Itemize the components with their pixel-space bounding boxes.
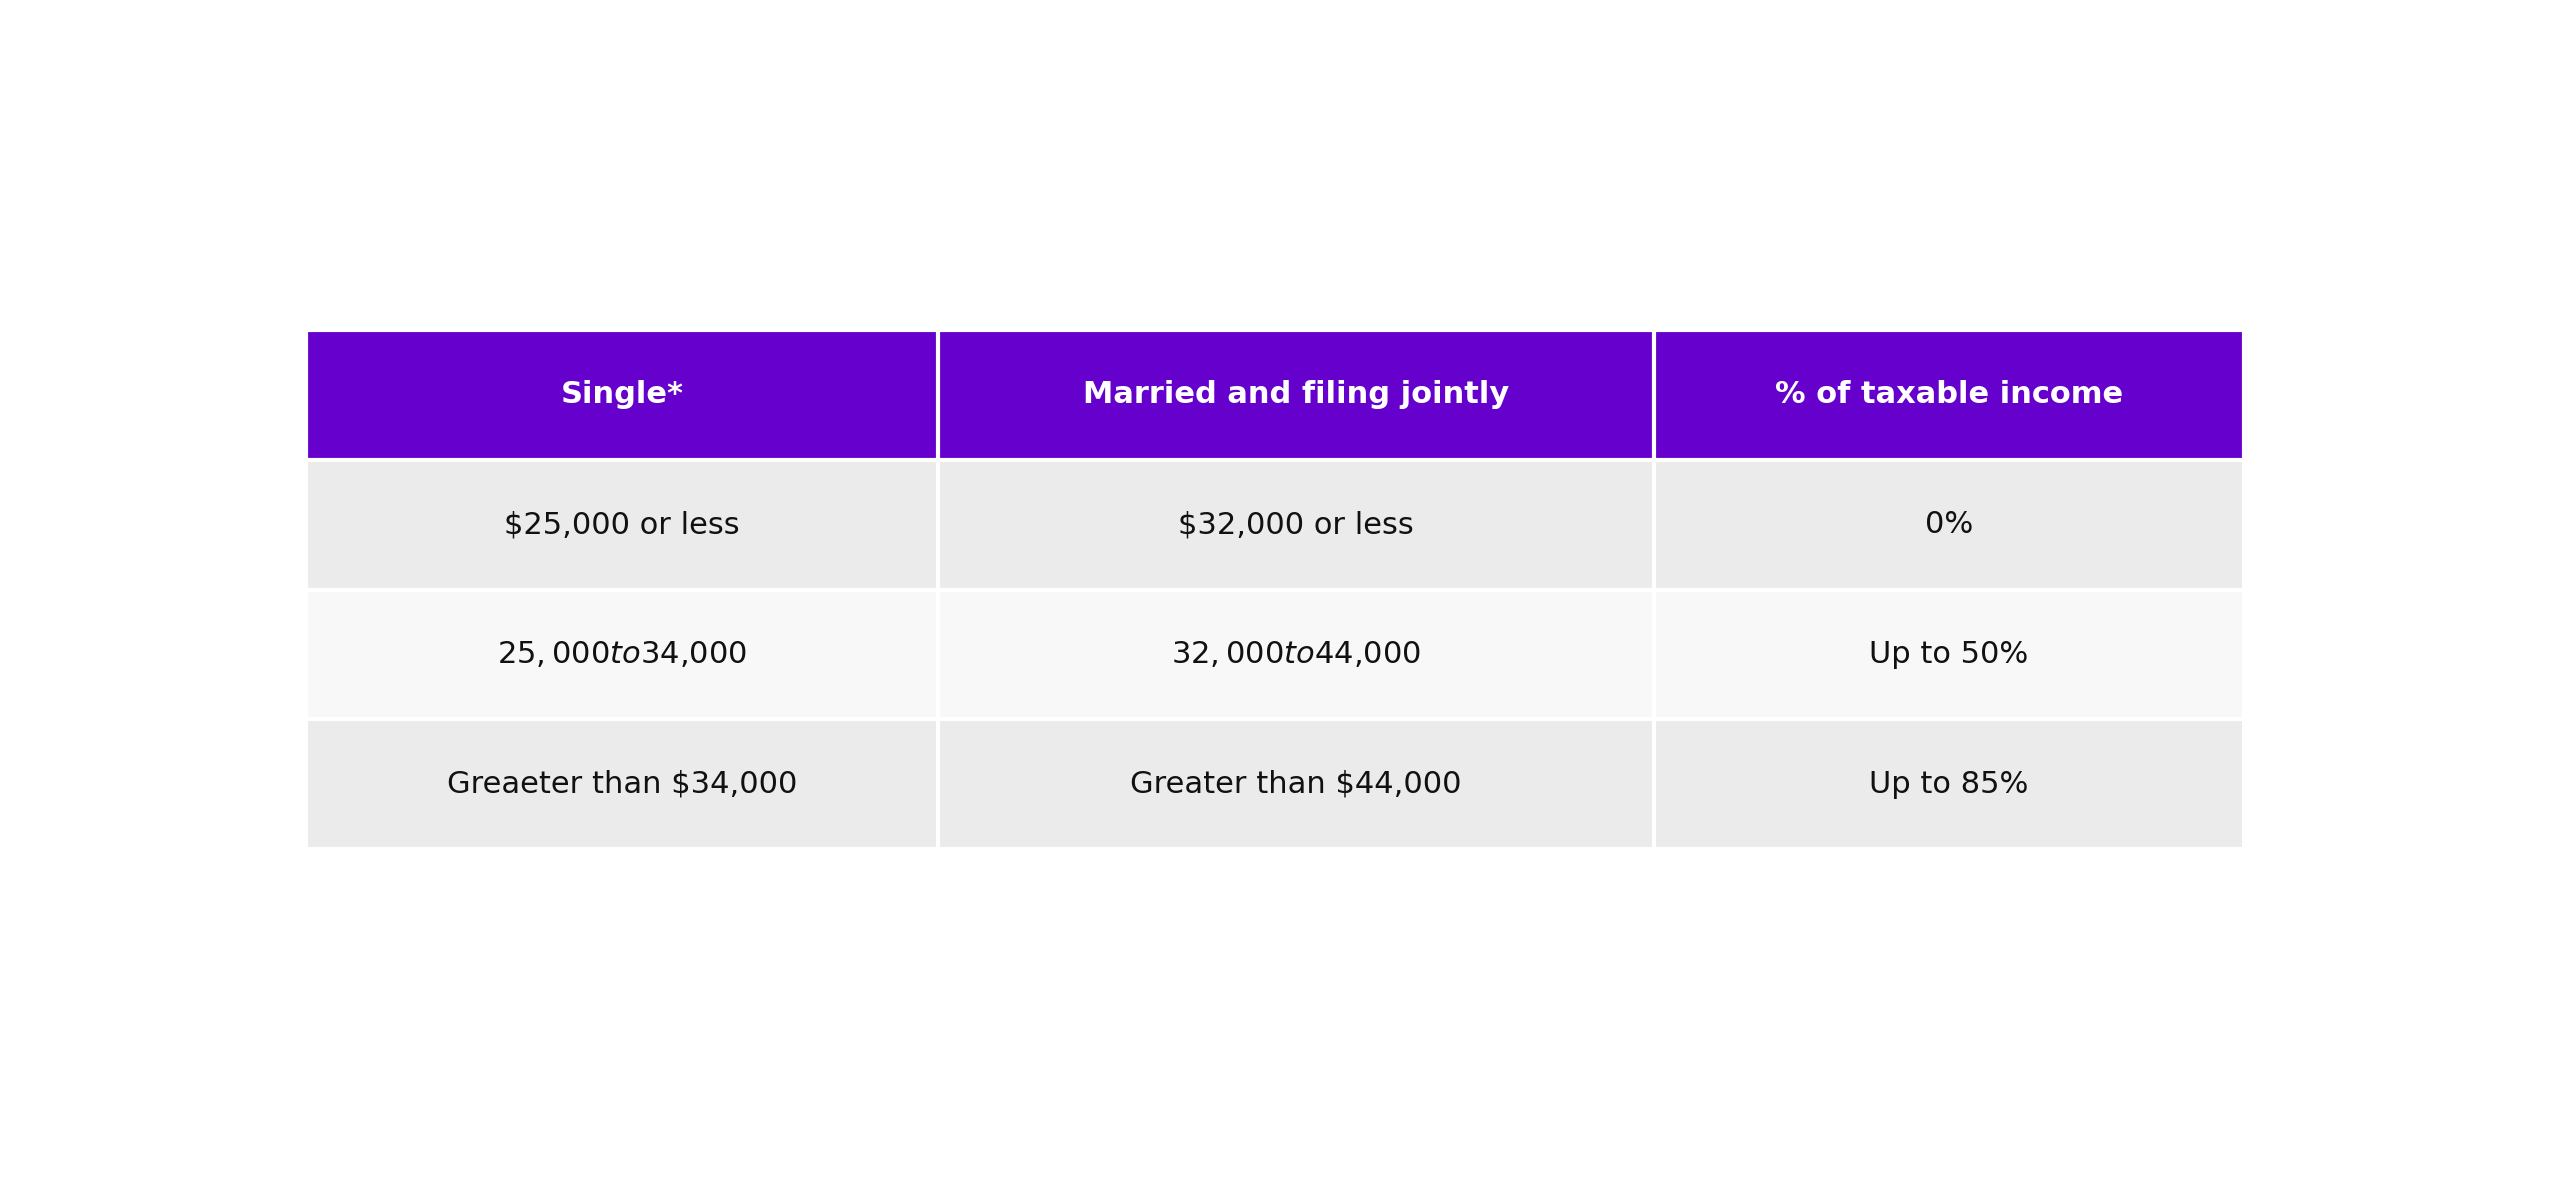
Text: Greater than $44,000: Greater than $44,000 [1130,770,1461,798]
Text: $25,000 or less: $25,000 or less [505,511,740,539]
Text: $25,000 to $34,000: $25,000 to $34,000 [497,639,747,670]
Text: % of taxable income: % of taxable income [1775,381,2124,409]
Text: Up to 50%: Up to 50% [1869,640,2030,668]
Text: 0%: 0% [1925,511,1974,539]
Text: $32,000 or less: $32,000 or less [1178,511,1413,539]
Text: Up to 85%: Up to 85% [1869,770,2030,798]
Text: Single*: Single* [561,381,683,409]
Text: $32,000 to $44,000: $32,000 to $44,000 [1170,639,1420,670]
Text: Greaeter than $34,000: Greaeter than $34,000 [446,770,798,798]
Text: Married and filing jointly: Married and filing jointly [1084,381,1510,409]
